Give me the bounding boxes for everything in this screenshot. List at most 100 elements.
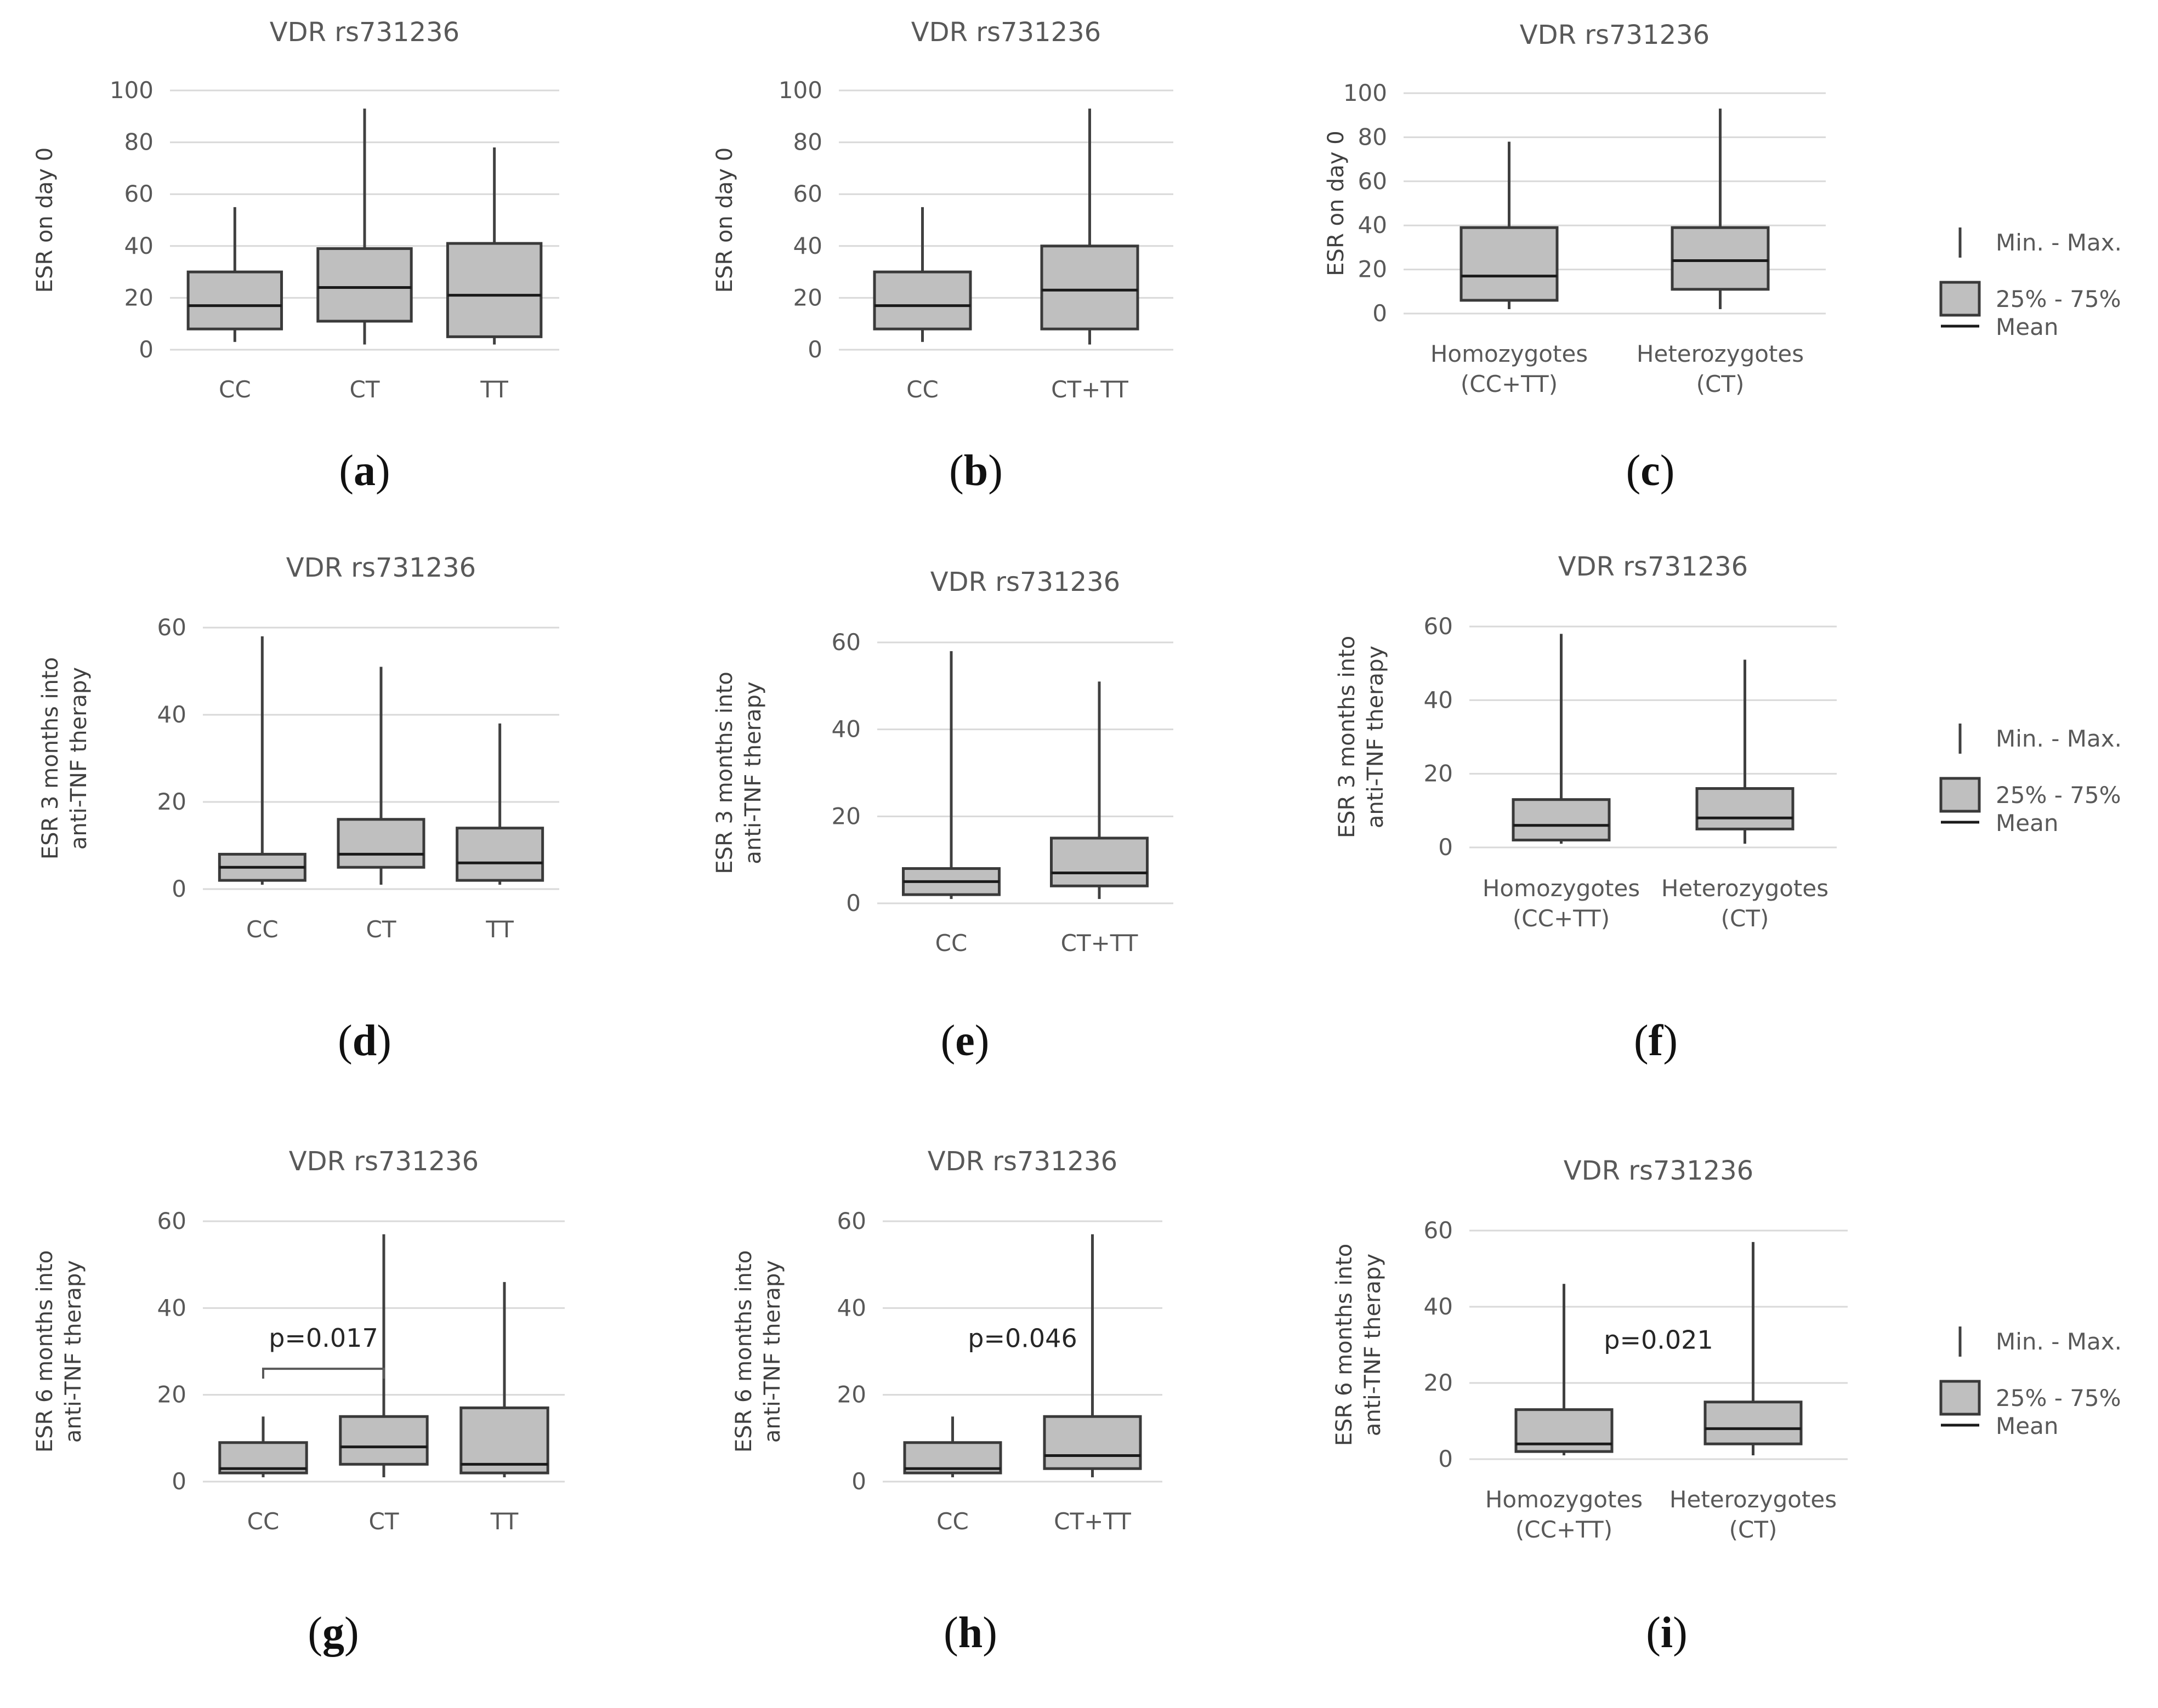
x-category-label: CC — [936, 1508, 969, 1535]
p-value-label: p=0.021 — [1604, 1325, 1713, 1354]
x-category-label: Homozygotes (CC+TT) — [1430, 340, 1588, 397]
panel-label: (b) — [949, 447, 1003, 495]
x-category-label: Heterozygotes (CT) — [1669, 1486, 1837, 1543]
x-category-label-line: Heterozygotes — [1637, 340, 1804, 367]
y-axis-label: ESR on day 0 — [712, 147, 737, 293]
y-tick-label: 100 — [779, 77, 822, 104]
chart-title: VDR rs731236 — [1520, 20, 1710, 50]
y-tick-label: 20 — [157, 788, 186, 815]
y-axis-label: ESR on day 0 — [32, 147, 58, 293]
x-category-label: Heterozygotes (CT) — [1637, 340, 1804, 397]
box-iqr — [1050, 836, 1149, 887]
x-category-label-line: CT+TT — [1051, 376, 1128, 403]
x-category-label-line: Homozygotes — [1485, 1486, 1643, 1513]
legend-label-iqr: 25% - 75% — [1996, 782, 2121, 809]
panel-label-paren: ( — [949, 447, 964, 495]
y-tick-label: 60 — [157, 614, 186, 641]
y-tick-label: 20 — [124, 284, 154, 311]
box-iqr — [337, 818, 425, 869]
y-tick-label: 40 — [1424, 1293, 1453, 1320]
panel-label-paren: ) — [983, 1609, 997, 1657]
y-axis-label-line: anti-TNF therapy — [61, 1260, 86, 1443]
x-category-label: CC — [906, 376, 939, 403]
y-tick-label: 40 — [157, 701, 186, 728]
panel-label-paren: ( — [338, 1017, 353, 1065]
x-category-label-line: CT — [366, 916, 396, 943]
box-0 — [1512, 634, 1611, 844]
x-category-label-line: Homozygotes — [1430, 340, 1588, 367]
significance-bracket — [262, 1368, 385, 1379]
box-1 — [1703, 1242, 1803, 1456]
chart-title: VDR rs731236 — [928, 1146, 1117, 1177]
box-iqr — [339, 1415, 429, 1466]
box-1 — [339, 1234, 429, 1478]
box-1 — [316, 109, 413, 345]
x-category-label-line: CC — [246, 916, 279, 943]
y-axis-label: ESR on day 0 — [1324, 130, 1349, 276]
box-iqr — [456, 827, 544, 882]
x-category-label-line: CT+TT — [1054, 1508, 1131, 1535]
legend-label-mean: Mean — [1996, 1413, 2058, 1439]
legend-label-iqr: 25% - 75% — [1996, 1385, 2121, 1411]
y-axis-label: ESR 6 months into anti-TNF therapy — [32, 1250, 86, 1453]
y-tick-label: 40 — [1424, 686, 1453, 713]
panel-label-paren: ( — [941, 1017, 956, 1065]
p-value-label: p=0.046 — [968, 1324, 1077, 1353]
x-category-label-line: Homozygotes — [1483, 875, 1640, 902]
y-tick-label: 60 — [832, 629, 861, 656]
panel-label-letter: f — [1649, 1017, 1664, 1065]
x-category-label-line: (CC+TT) — [1461, 371, 1558, 397]
y-tick-label: 0 — [172, 1468, 186, 1495]
panel-label-letter: b — [964, 447, 989, 495]
panel-d: VDR rs731236 0 20 40 60 ESR 3 months into anti… — [38, 553, 559, 1065]
y-tick-label: 80 — [793, 129, 822, 156]
x-category-label-line: CC — [936, 1508, 969, 1535]
panel-label-letter: g — [322, 1609, 344, 1657]
y-axis-label-line: ESR 3 months into — [1334, 636, 1360, 838]
y-tick-label: 0 — [846, 890, 861, 916]
chart-title: VDR rs731236 — [1564, 1155, 1753, 1186]
panel-label: (a) — [339, 447, 390, 495]
x-category-label: Homozygotes (CC+TT) — [1485, 1486, 1643, 1543]
y-tick-label: 60 — [124, 180, 154, 207]
panel-label-paren: ) — [1660, 447, 1675, 495]
x-category-label: TT — [485, 916, 514, 943]
x-category-label: TT — [480, 376, 508, 403]
panel-e: VDR rs731236 0 20 40 60 ESR 3 months into anti… — [712, 567, 1173, 1065]
box-iqr — [873, 270, 972, 331]
panel-h: VDR rs731236 0 20 40 60 ESR 6 months into anti… — [731, 1146, 1162, 1657]
x-category-label-line: Heterozygotes — [1669, 1486, 1837, 1513]
y-axis-label-line: ESR 3 months into — [38, 657, 63, 859]
y-tick-label: 60 — [837, 1208, 866, 1234]
x-category-label-line: CC — [935, 930, 968, 957]
legend-box-symbol — [1939, 281, 1981, 317]
y-axis-label-line: ESR 6 months into — [32, 1250, 58, 1453]
box-0 — [902, 651, 1001, 899]
box-iqr — [1671, 226, 1770, 291]
y-tick-label: 40 — [793, 232, 822, 259]
box-1 — [1671, 109, 1770, 309]
panel-label-paren: ( — [1634, 1017, 1649, 1065]
legend-label-iqr: 25% - 75% — [1996, 286, 2121, 312]
legend-label-mean: Mean — [1996, 810, 2058, 836]
y-tick-label: 0 — [1438, 1445, 1453, 1472]
chart-title: VDR rs731236 — [1558, 551, 1748, 582]
panel-label: (h) — [944, 1609, 997, 1657]
box-0 — [218, 636, 306, 885]
panel-f: VDR rs731236 0 20 40 60 ESR 3 months into anti… — [1334, 551, 1837, 1065]
y-tick-label: 80 — [124, 129, 154, 156]
y-axis-label-line: anti-TNF therapy — [1363, 646, 1388, 828]
box-iqr — [316, 247, 413, 323]
y-axis-label: ESR 3 months into anti-TNF therapy — [1334, 636, 1388, 838]
y-tick-label: 20 — [1358, 256, 1387, 283]
x-category-label-line: TT — [485, 916, 514, 943]
panel-label-paren: ( — [1626, 447, 1641, 495]
panel-label-letter: e — [955, 1017, 975, 1065]
x-category-label: CT+TT — [1061, 930, 1138, 957]
y-tick-label: 20 — [832, 802, 861, 829]
x-category-label-line: CC — [906, 376, 939, 403]
y-tick-label: 60 — [1424, 1217, 1453, 1244]
chart-title: VDR rs731236 — [911, 17, 1101, 48]
y-tick-label: 60 — [793, 180, 822, 207]
chart-title: VDR rs731236 — [270, 17, 459, 48]
